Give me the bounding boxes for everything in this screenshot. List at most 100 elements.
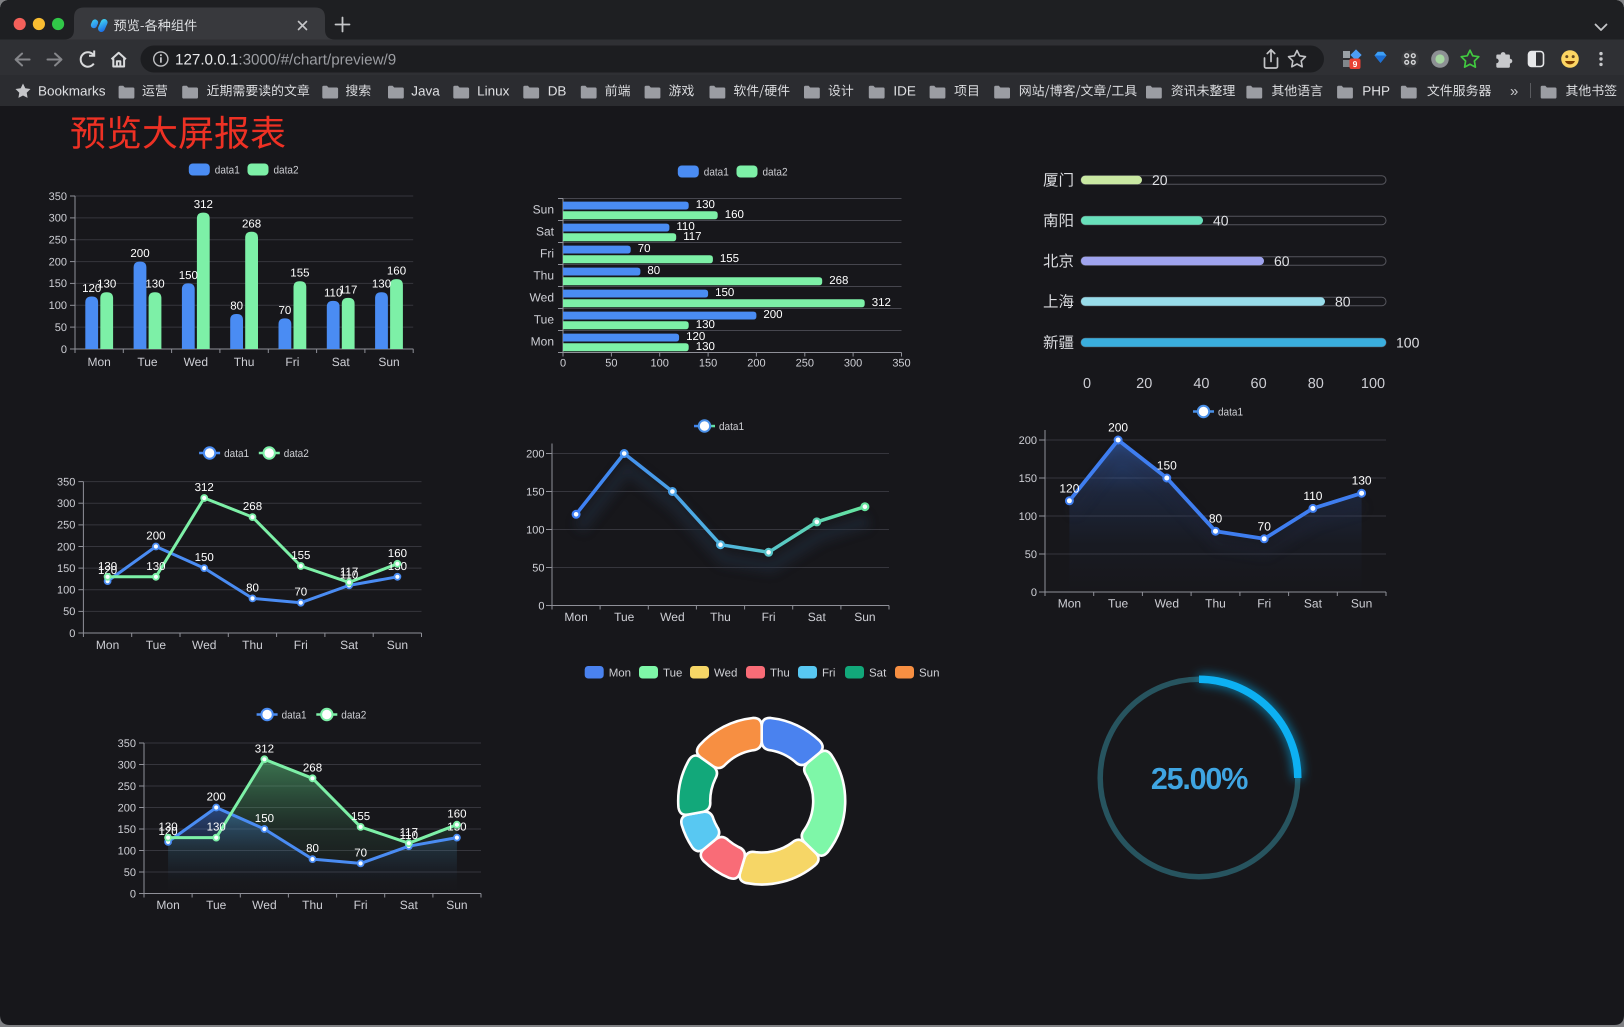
svg-text:117: 117 — [340, 566, 358, 578]
svg-text:70: 70 — [279, 305, 292, 317]
svg-text:350: 350 — [118, 738, 136, 750]
svg-text:150: 150 — [1157, 459, 1177, 473]
svg-text:300: 300 — [118, 759, 136, 771]
svg-text:data1: data1 — [704, 166, 729, 178]
svg-text:110: 110 — [676, 221, 694, 233]
svg-text:250: 250 — [57, 520, 75, 532]
svg-text:50: 50 — [532, 562, 544, 574]
svg-text:80: 80 — [306, 843, 319, 855]
svg-text:Wed: Wed — [1155, 597, 1179, 611]
svg-text:117: 117 — [400, 827, 418, 839]
svg-text:150: 150 — [699, 358, 717, 370]
svg-text:0: 0 — [560, 358, 566, 370]
svg-text:150: 150 — [118, 824, 136, 836]
svg-text:200: 200 — [57, 541, 75, 553]
svg-text:130: 130 — [146, 561, 165, 573]
svg-text:312: 312 — [194, 199, 213, 211]
svg-text:40: 40 — [1213, 213, 1229, 229]
svg-text:data1: data1 — [282, 709, 307, 721]
svg-text:Fri: Fri — [354, 898, 368, 912]
svg-text:Sat: Sat — [400, 898, 419, 912]
svg-text:Wed: Wed — [530, 291, 554, 305]
svg-text:200: 200 — [118, 802, 136, 814]
svg-text:200: 200 — [763, 309, 782, 321]
svg-text:Mon: Mon — [531, 335, 554, 349]
svg-text:312: 312 — [255, 743, 274, 755]
svg-text:Thu: Thu — [710, 610, 731, 624]
svg-text:100: 100 — [49, 300, 67, 312]
svg-text:70: 70 — [1258, 519, 1272, 533]
svg-text:130: 130 — [159, 822, 178, 834]
svg-text:data1: data1 — [215, 164, 240, 176]
svg-text:25.00%: 25.00% — [1151, 762, 1248, 796]
svg-text:117: 117 — [683, 231, 701, 243]
svg-text:data2: data2 — [274, 164, 299, 176]
svg-text:Tue: Tue — [1108, 597, 1129, 611]
svg-text:0: 0 — [1031, 587, 1037, 599]
svg-text:Fri: Fri — [540, 247, 554, 261]
svg-text:120: 120 — [159, 826, 178, 838]
svg-text:Bookmarks: Bookmarks — [38, 83, 106, 98]
svg-text:Linux: Linux — [477, 83, 510, 98]
svg-text:127.0.0.1:3000/#/chart/preview: 127.0.0.1:3000/#/chart/preview/9 — [175, 51, 396, 68]
svg-text:120: 120 — [1059, 481, 1079, 495]
svg-text:0: 0 — [69, 628, 75, 640]
svg-text:Mon: Mon — [88, 355, 111, 369]
svg-text:150: 150 — [49, 278, 67, 290]
svg-text:150: 150 — [57, 563, 75, 575]
svg-text:0: 0 — [1083, 376, 1091, 392]
svg-text:80: 80 — [246, 582, 259, 594]
svg-text:20: 20 — [1136, 376, 1152, 392]
svg-text:130: 130 — [97, 279, 116, 291]
svg-text:0: 0 — [130, 888, 136, 900]
svg-text:312: 312 — [872, 297, 891, 309]
svg-text:Sun: Sun — [854, 610, 875, 624]
svg-text:130: 130 — [98, 561, 117, 573]
svg-text:Wed: Wed — [184, 355, 208, 369]
svg-text:155: 155 — [290, 268, 309, 280]
svg-text:80: 80 — [1209, 512, 1223, 526]
svg-text:50: 50 — [63, 606, 75, 618]
svg-text:data2: data2 — [341, 709, 366, 721]
svg-text:150: 150 — [715, 287, 734, 299]
svg-text:IDE: IDE — [893, 83, 916, 98]
svg-text:312: 312 — [195, 482, 214, 494]
svg-text:Sun: Sun — [378, 355, 399, 369]
svg-text:Sun: Sun — [446, 898, 467, 912]
svg-text:Thu: Thu — [302, 898, 323, 912]
svg-text:60: 60 — [1274, 253, 1290, 269]
svg-text:Thu: Thu — [533, 269, 554, 283]
svg-text:80: 80 — [1308, 376, 1324, 392]
svg-text:50: 50 — [55, 322, 67, 334]
svg-text:Fri: Fri — [822, 667, 835, 679]
svg-text:Tue: Tue — [137, 355, 158, 369]
svg-text:Mon: Mon — [564, 610, 587, 624]
svg-text:Sun: Sun — [1351, 597, 1372, 611]
svg-text:100: 100 — [651, 358, 669, 370]
svg-text:Tue: Tue — [146, 638, 167, 652]
svg-text:data1: data1 — [719, 421, 744, 433]
svg-text:130: 130 — [1352, 474, 1372, 488]
svg-text:Fri: Fri — [294, 638, 308, 652]
svg-text:Mon: Mon — [96, 638, 119, 652]
svg-text:70: 70 — [354, 847, 367, 859]
svg-text:Mon: Mon — [609, 667, 631, 679]
svg-text:268: 268 — [303, 762, 322, 774]
svg-text:110: 110 — [400, 830, 418, 842]
svg-text:80: 80 — [647, 265, 660, 277]
svg-text:Mon: Mon — [156, 898, 179, 912]
svg-text:60: 60 — [1251, 376, 1267, 392]
svg-text:130: 130 — [207, 822, 226, 834]
svg-text:70: 70 — [638, 243, 651, 255]
svg-text:300: 300 — [57, 498, 75, 510]
svg-text:100: 100 — [57, 585, 75, 597]
svg-text:PHP: PHP — [1362, 83, 1390, 98]
svg-text:40: 40 — [1193, 376, 1209, 392]
svg-text:200: 200 — [1019, 435, 1037, 447]
svg-text:155: 155 — [720, 253, 739, 265]
svg-text:100: 100 — [118, 845, 136, 857]
svg-text:250: 250 — [49, 235, 67, 247]
svg-text:0: 0 — [538, 600, 544, 612]
svg-text:data2: data2 — [284, 448, 309, 460]
svg-text:0: 0 — [61, 344, 67, 356]
